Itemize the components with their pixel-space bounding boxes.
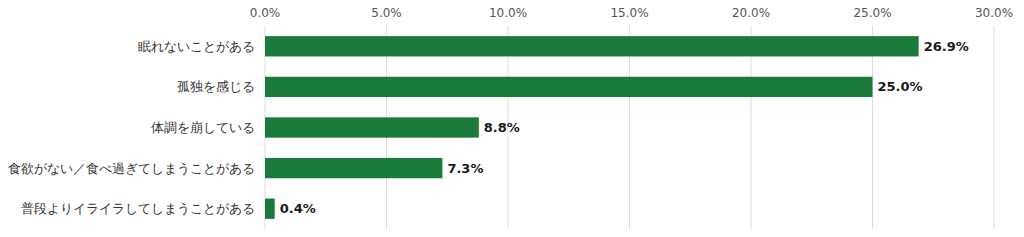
category-label: 食欲がない／食べ過ぎてしまうことがある	[8, 161, 255, 176]
bar	[265, 36, 919, 56]
bars	[265, 36, 919, 219]
category-label: 眠れないことがある	[138, 39, 255, 54]
bar	[265, 199, 275, 219]
x-tick-label: 25.0%	[853, 6, 891, 20]
data-label: 25.0%	[878, 79, 923, 94]
x-tick-label: 5.0%	[371, 6, 402, 20]
category-label: 体調を崩している	[151, 120, 255, 135]
data-label: 8.8%	[484, 120, 520, 135]
chart: 普段よりイライラしてしまうことがある 食欲がない／食べ過ぎてしまうことがある 体調を…	[0, 0, 1024, 237]
x-tick-labels: 0.0% 5.0% 10.0% 15.0% 20.0% 25.0% 30.0%	[250, 6, 1013, 20]
bar	[265, 158, 442, 178]
data-labels: 0.4% 7.3% 8.8% 25.0% 26.9%	[280, 39, 969, 216]
grid	[265, 26, 994, 229]
category-label: 孤独を感じる	[177, 79, 255, 94]
bar	[265, 77, 873, 97]
x-tick-label: 30.0%	[975, 6, 1013, 20]
data-label: 7.3%	[447, 161, 483, 176]
x-tick-label: 20.0%	[732, 6, 770, 20]
x-tick-label: 10.0%	[489, 6, 527, 20]
grid-line	[994, 26, 995, 229]
x-tick-label: 0.0%	[250, 6, 281, 20]
data-label: 0.4%	[280, 201, 316, 216]
category-labels: 普段よりイライラしてしまうことがある 食欲がない／食べ過ぎてしまうことがある 体調を…	[8, 39, 255, 216]
bar	[265, 117, 479, 137]
data-label: 26.9%	[924, 39, 969, 54]
category-label: 普段よりイライラしてしまうことがある	[21, 201, 255, 216]
x-tick-label: 15.0%	[610, 6, 648, 20]
